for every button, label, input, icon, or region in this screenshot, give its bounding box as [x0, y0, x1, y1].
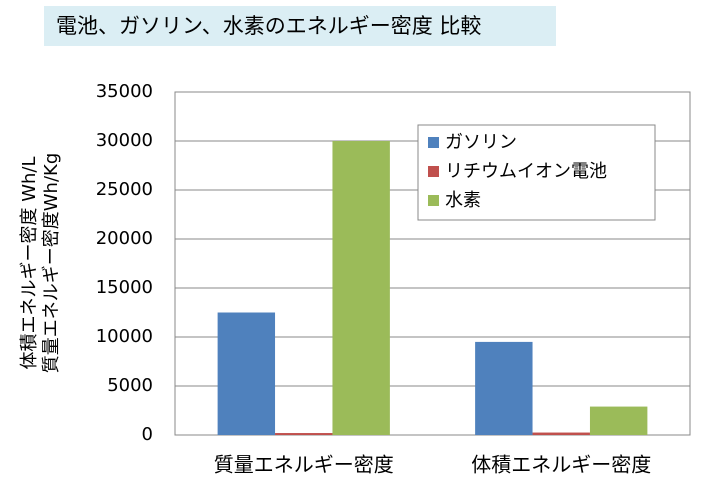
legend-label: リチウムイオン電池	[445, 161, 607, 182]
bar	[589, 406, 648, 435]
legend-label: 水素	[445, 190, 481, 211]
bar	[275, 433, 333, 435]
y-tick-label: 25000	[96, 179, 153, 200]
y-tick-label: 20000	[96, 228, 153, 249]
legend-label: ガソリン	[445, 132, 517, 153]
legend-swatch	[428, 195, 439, 206]
y-axis-label: 体積エネルギー密度 Wh/L	[19, 156, 40, 369]
bar	[217, 312, 276, 435]
legend-box	[417, 124, 656, 221]
bar	[475, 341, 533, 435]
legend-swatch	[428, 137, 439, 148]
legend-swatch	[428, 166, 439, 177]
y-tick-label: 15000	[96, 277, 153, 298]
y-tick-label: 0	[142, 424, 153, 445]
title-box	[44, 6, 556, 46]
y-tick-label: 30000	[96, 130, 153, 151]
y-tick-label: 10000	[96, 326, 153, 347]
x-tick-label: 体積エネルギー密度	[471, 453, 651, 477]
bar	[332, 141, 390, 435]
y-tick-label: 35000	[96, 81, 153, 102]
bar	[532, 432, 590, 435]
chart-title: 電池、ガソリン、水素のエネルギー密度 比較	[56, 14, 481, 38]
y-tick-label: 5000	[107, 375, 153, 396]
y-axis-label: 質量エネルギー密度Wh/Kg	[41, 153, 62, 374]
x-tick-label: 質量エネルギー密度	[214, 453, 394, 477]
